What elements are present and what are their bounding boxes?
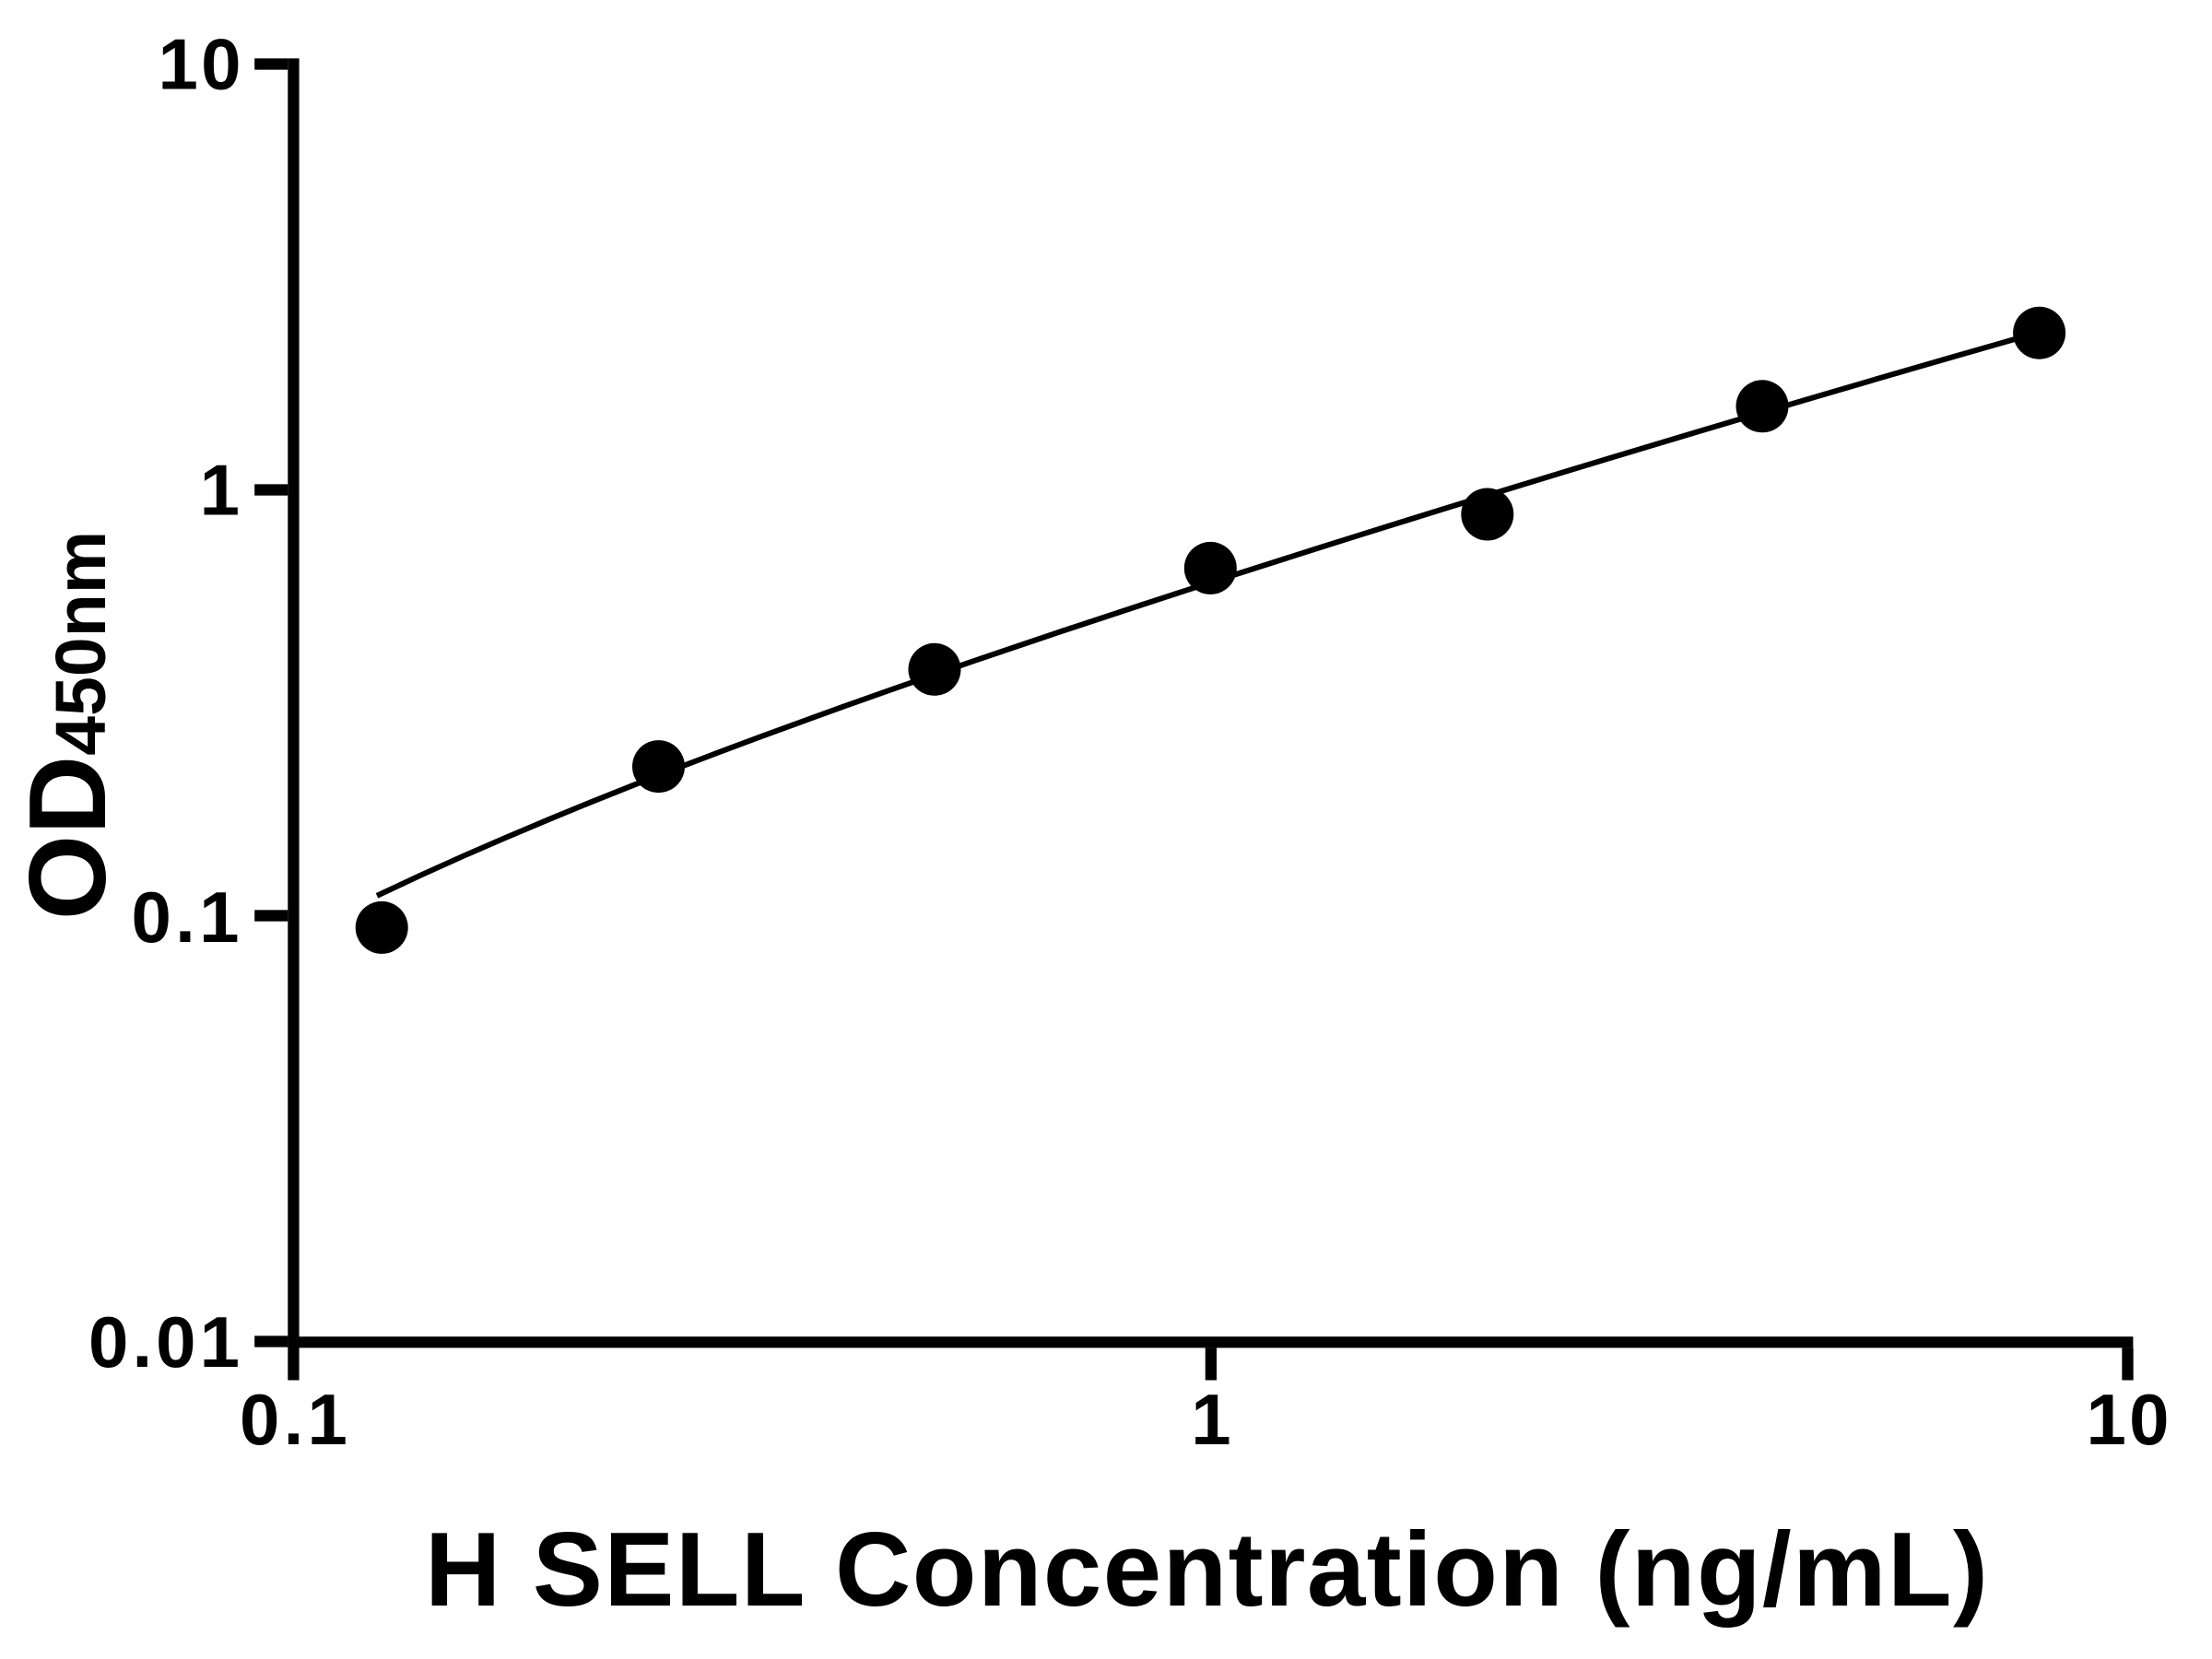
svg-text:0.1: 0.1: [240, 1379, 347, 1460]
svg-text:OD450nm: OD450nm: [6, 531, 129, 920]
svg-text:1: 1: [1191, 1379, 1230, 1460]
svg-text:0.01: 0.01: [88, 1301, 240, 1382]
svg-text:0.1: 0.1: [132, 877, 240, 958]
svg-text:1: 1: [200, 449, 240, 530]
svg-text:H SELL Concentration (ng/mL): H SELL Concentration (ng/mL): [425, 1512, 1988, 1629]
